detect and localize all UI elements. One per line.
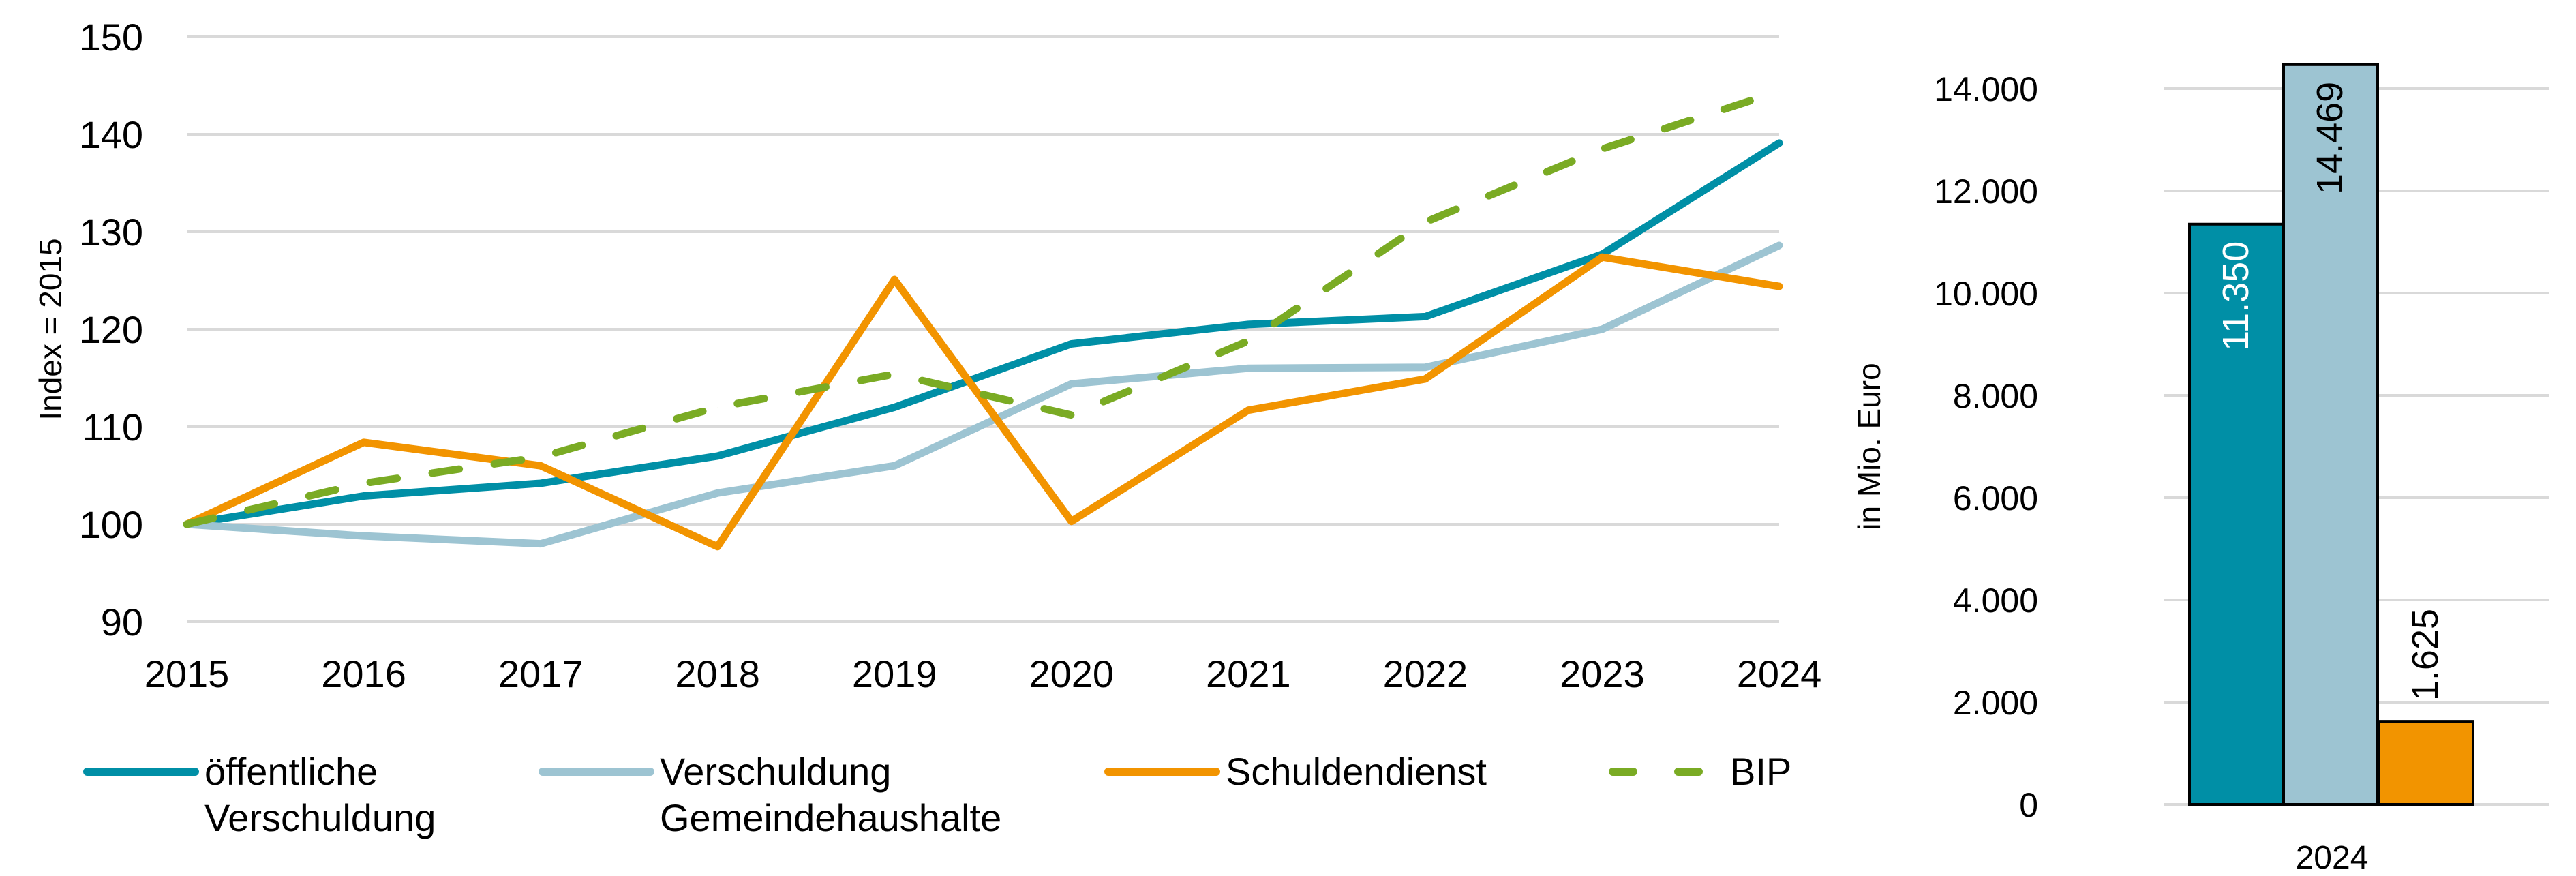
y-tick-label: 130 (80, 211, 143, 254)
bar-chart-y-axis-title: in Mio. Euro (1851, 363, 1887, 530)
x-tick-label: 2017 (498, 652, 584, 695)
x-tick-label: 2023 (1560, 652, 1645, 695)
bar-data-label: 14.469 (2309, 82, 2350, 194)
legend-label: BIP (1730, 750, 1792, 793)
x-tick-label: 2018 (675, 652, 760, 695)
line-chart-series (183, 87, 1783, 551)
y-tick-label: 14.000 (1934, 70, 2038, 108)
bar-data-label: 11.350 (2215, 241, 2256, 351)
y-tick-label: 110 (82, 406, 143, 449)
y-tick-label: 12.000 (1934, 172, 2038, 211)
x-tick-label: 2020 (1029, 652, 1114, 695)
x-tick-label: 2019 (852, 652, 937, 695)
bar (2188, 222, 2285, 806)
series-line-2 (183, 253, 1783, 551)
legend-label: Verschuldung Gemeindehaushalte (660, 750, 1002, 839)
y-tick-label: 4.000 (1953, 582, 2038, 620)
legend-item: Schuldendienst (1104, 749, 1487, 795)
bar (2282, 63, 2379, 806)
series-line-0 (183, 139, 1783, 528)
bar-chart-x-tick-label: 2024 (2296, 840, 2369, 876)
bar-chart-data-labels: 11.350 14.469 1.625 (2215, 82, 2446, 701)
x-tick-label: 2015 (145, 652, 230, 695)
line-chart-y-axis-title: Index = 2015 (33, 238, 68, 420)
y-tick-label: 2.000 (1953, 684, 2038, 722)
x-tick-label: 2016 (321, 652, 406, 695)
legend-item: öffentliche Verschuldung (83, 749, 436, 841)
series-line-3 (183, 87, 1783, 528)
legend-item: BIP (1609, 749, 1791, 795)
legend-label: Schuldendienst (1226, 750, 1487, 793)
bar-data-label: 1.625 (2405, 609, 2446, 701)
legend-swatch (1609, 768, 1725, 776)
y-tick-label: 0 (2019, 786, 2038, 824)
bar-chart-y-ticks: 0 2.000 4.000 6.000 8.000 10.000 12.000 14.000 (1934, 70, 2038, 824)
legend-label: öffentliche Verschuldung (204, 750, 436, 839)
line-chart-y-ticks: 90 100 110 120 130 140 150 (80, 16, 143, 644)
y-tick-label: 150 (80, 16, 143, 59)
x-tick-label: 2022 (1383, 652, 1468, 695)
legend-swatch (83, 768, 199, 776)
series-line-1 (183, 241, 1783, 548)
legend-item: Verschuldung Gemeindehaushalte (539, 749, 1001, 841)
x-tick-label: 2021 (1206, 652, 1291, 695)
y-tick-label: 10.000 (1934, 275, 2038, 313)
y-tick-label: 6.000 (1953, 479, 2038, 517)
line-chart-gridlines (187, 35, 1779, 623)
y-tick-label: 100 (80, 503, 143, 546)
legend-swatch (539, 768, 654, 776)
bar-chart-bars (2188, 63, 2474, 806)
x-tick-label: 2024 (1737, 652, 1822, 695)
y-tick-label: 140 (80, 113, 143, 156)
y-tick-label: 90 (101, 601, 143, 644)
legend-swatch (1104, 768, 1220, 776)
y-tick-label: 8.000 (1953, 377, 2038, 415)
y-tick-label: 120 (80, 308, 143, 351)
bar (2378, 720, 2474, 806)
line-chart-x-ticks: 2015 2016 2017 2018 2019 2020 2021 2022 2023 2024 (145, 652, 1822, 695)
